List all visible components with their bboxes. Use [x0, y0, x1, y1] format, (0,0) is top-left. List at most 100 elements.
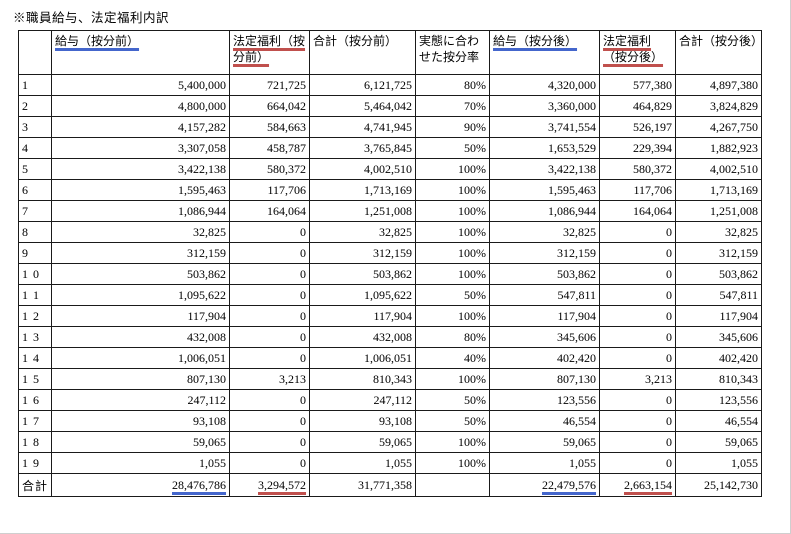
- value-cell: 580,372: [599, 158, 677, 180]
- value-cell: 4,267,750: [675, 116, 763, 138]
- total-value-underlined: 2,663,154: [624, 477, 673, 492]
- table-row: 1 5 807,130 3,213 810,343 100% 807,130 3,213 81…: [17, 368, 763, 390]
- value-cell: 117,706: [599, 179, 677, 201]
- value-cell: 0: [599, 431, 677, 453]
- value-cell: 247,112: [51, 389, 231, 411]
- value-cell: 59,065: [675, 431, 763, 453]
- row-number-cell: 1 9: [17, 452, 53, 474]
- total-value-cell: 3,294,572: [229, 473, 311, 497]
- table-row: 8 32,825 0 32,825 100% 32,825 0 32,825: [17, 221, 763, 243]
- value-cell: 50%: [415, 284, 491, 306]
- table-body: 1 5,400,000 721,725 6,121,725 80% 4,320,000 57…: [17, 74, 763, 497]
- value-cell: 50%: [415, 137, 491, 159]
- value-cell: 80%: [415, 326, 491, 348]
- value-cell: 117,904: [309, 305, 417, 327]
- value-cell: 810,343: [675, 368, 763, 390]
- row-number-cell: 5: [17, 158, 53, 180]
- value-cell: 1,251,008: [309, 200, 417, 222]
- table-row: 1 5,400,000 721,725 6,121,725 80% 4,320,000 57…: [17, 74, 763, 96]
- value-cell: 0: [599, 347, 677, 369]
- row-number-cell: 1 1: [17, 284, 53, 306]
- table-row: 5 3,422,138 580,372 4,002,510 100% 3,422,138 5…: [17, 158, 763, 180]
- row-number-cell: 1 2: [17, 305, 53, 327]
- value-cell: 1,055: [51, 452, 231, 474]
- row-number-cell: 3: [17, 116, 53, 138]
- table-row: 4 3,307,058 458,787 3,765,845 50% 1,653,529 22…: [17, 137, 763, 159]
- value-cell: 312,159: [675, 242, 763, 264]
- value-cell: 70%: [415, 95, 491, 117]
- row-number-cell: 9: [17, 242, 53, 264]
- value-cell: 0: [599, 221, 677, 243]
- table-row: 2 4,800,000 664,042 5,464,042 70% 3,360,000 46…: [17, 95, 763, 117]
- column-header: 合計（按分前）: [309, 30, 417, 75]
- value-cell: 312,159: [309, 242, 417, 264]
- row-number-cell: 1: [17, 74, 53, 96]
- value-cell: 1,713,169: [309, 179, 417, 201]
- value-cell: 0: [229, 263, 311, 285]
- value-cell: 4,002,510: [675, 158, 763, 180]
- value-cell: 93,108: [51, 410, 231, 432]
- table-row: 1 6 247,112 0 247,112 50% 123,556 0 123,556: [17, 389, 763, 411]
- column-header: 実態に合わせた按分率: [415, 30, 491, 75]
- table-row: 7 1,086,944 164,064 1,251,008 100% 1,086,944 1…: [17, 200, 763, 222]
- value-cell: 40%: [415, 347, 491, 369]
- value-cell: 312,159: [489, 242, 601, 264]
- value-cell: 1,006,051: [309, 347, 417, 369]
- value-cell: 1,055: [675, 452, 763, 474]
- value-cell: 100%: [415, 305, 491, 327]
- total-value-cell: 2,663,154: [599, 473, 677, 497]
- value-cell: 0: [229, 221, 311, 243]
- row-number-cell: 1 0: [17, 263, 53, 285]
- table-row: 1 9 1,055 0 1,055 100% 1,055 0 1,055: [17, 452, 763, 474]
- row-number-cell: 7: [17, 200, 53, 222]
- column-header-label: 合計（按分前）: [313, 34, 398, 48]
- value-cell: 345,606: [489, 326, 601, 348]
- value-cell: 100%: [415, 158, 491, 180]
- value-cell: 1,086,944: [51, 200, 231, 222]
- value-cell: 4,002,510: [309, 158, 417, 180]
- column-header: 法定福利（按分前）: [229, 30, 311, 75]
- value-cell: 0: [229, 284, 311, 306]
- value-cell: 3,422,138: [489, 158, 601, 180]
- value-cell: 32,825: [489, 221, 601, 243]
- table-row: 6 1,595,463 117,706 1,713,169 100% 1,595,463 1…: [17, 179, 763, 201]
- value-cell: 1,595,463: [489, 179, 601, 201]
- value-cell: 4,741,945: [309, 116, 417, 138]
- value-cell: 59,065: [309, 431, 417, 453]
- value-cell: 503,862: [309, 263, 417, 285]
- value-cell: 100%: [415, 368, 491, 390]
- row-number-cell: 1 8: [17, 431, 53, 453]
- value-cell: 807,130: [51, 368, 231, 390]
- value-cell: 432,008: [51, 326, 231, 348]
- value-cell: 164,064: [229, 200, 311, 222]
- value-cell: 0: [229, 389, 311, 411]
- value-cell: 123,556: [675, 389, 763, 411]
- total-value-cell: 22,479,576: [489, 473, 601, 497]
- value-cell: 580,372: [229, 158, 311, 180]
- value-cell: 59,065: [489, 431, 601, 453]
- table-row: 1 4 1,006,051 0 1,006,051 40% 402,420 0 402,420: [17, 347, 763, 369]
- value-cell: 3,824,829: [675, 95, 763, 117]
- value-cell: 0: [599, 410, 677, 432]
- table-row: 1 7 93,108 0 93,108 50% 46,554 0 46,554: [17, 410, 763, 432]
- value-cell: 1,251,008: [675, 200, 763, 222]
- total-value-underlined: 28,476,786: [172, 477, 227, 492]
- value-cell: 1,595,463: [51, 179, 231, 201]
- page-title: ※職員給与、法定福利内訳: [13, 11, 170, 25]
- value-cell: 3,360,000: [489, 95, 601, 117]
- value-cell: 402,420: [675, 347, 763, 369]
- value-cell: 1,882,923: [675, 137, 763, 159]
- value-cell: 3,422,138: [51, 158, 231, 180]
- value-cell: 3,213: [599, 368, 677, 390]
- row-number-cell: 4: [17, 137, 53, 159]
- table-row: 9 312,159 0 312,159 100% 312,159 0 312,159: [17, 242, 763, 264]
- value-cell: 100%: [415, 452, 491, 474]
- value-cell: 577,380: [599, 74, 677, 96]
- value-cell: 503,862: [489, 263, 601, 285]
- value-cell: 117,904: [51, 305, 231, 327]
- value-cell: 3,213: [229, 368, 311, 390]
- value-cell: 100%: [415, 431, 491, 453]
- value-cell: 0: [599, 242, 677, 264]
- value-cell: 432,008: [309, 326, 417, 348]
- value-cell: 458,787: [229, 137, 311, 159]
